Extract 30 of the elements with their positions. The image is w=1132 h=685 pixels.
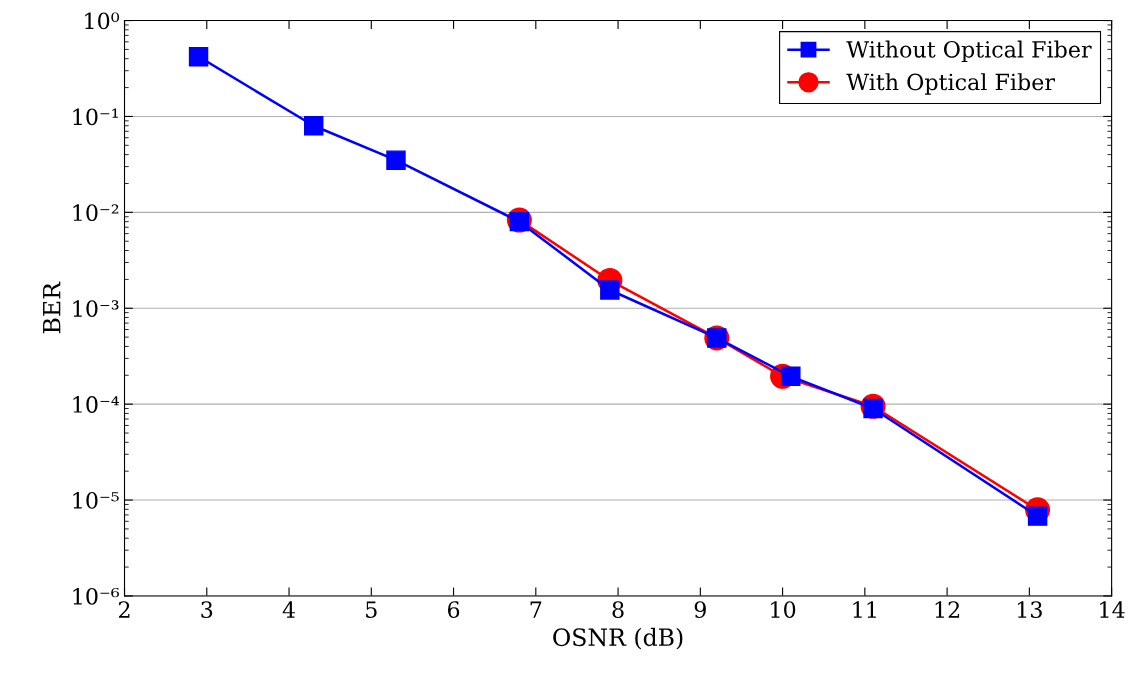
point [188, 46, 209, 67]
y-axis-title: BER [43, 281, 61, 334]
y-tick-label: 10⁻¹ [73, 108, 118, 126]
x-tick-label: 11 [853, 601, 876, 618]
x-tick-label: 14 [1100, 601, 1125, 618]
x-tick-label: 3 [201, 601, 213, 619]
x-tick-label: 10 [771, 601, 796, 619]
point [1027, 506, 1048, 526]
legend-label: Without Optical Fiber [846, 40, 1092, 63]
x-tick-label: 13 [1017, 601, 1042, 619]
y-tick-label: 10⁰ [85, 12, 120, 30]
point [386, 150, 406, 170]
x-tick-label: 6 [447, 601, 460, 619]
legend-label: With Optical Fiber [846, 73, 1055, 95]
x-tick-label: 2 [118, 601, 130, 618]
x-tick-label: 9 [694, 601, 706, 619]
point [781, 366, 801, 387]
point [303, 116, 324, 136]
x-axis-title: OSNR (dB) [553, 627, 683, 650]
y-tick-label: 10⁻⁵ [73, 492, 119, 509]
x-tick-label: 4 [282, 601, 295, 618]
y-tick-label: 10⁻³ [73, 300, 119, 318]
x-tick-label: 12 [935, 601, 960, 618]
x-tick-label: 5 [366, 601, 377, 619]
y-tick-label: 10⁻² [73, 204, 119, 222]
y-tick-label: 10⁻⁴ [73, 396, 119, 413]
x-tick-label: 8 [612, 601, 624, 619]
y-tick-label: 10⁻⁶ [73, 587, 119, 605]
point [600, 280, 620, 300]
x-tick-label: 7 [530, 601, 542, 618]
